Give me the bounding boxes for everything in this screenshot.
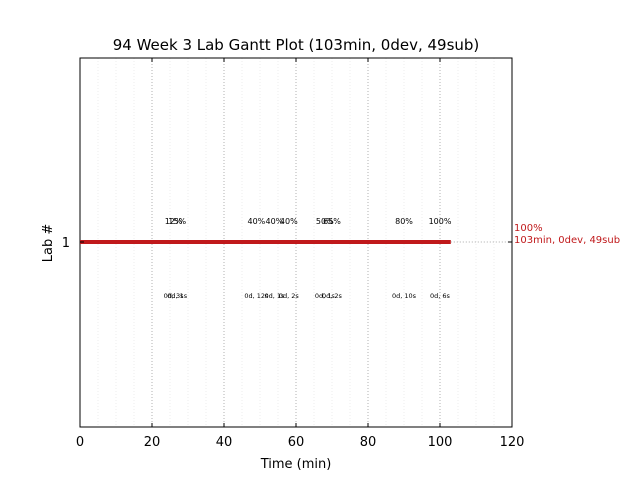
- milestone-detail-label: 0d, 6s: [430, 292, 451, 300]
- x-tick-label: 40: [216, 435, 233, 450]
- milestone-detail-label: 0d, 12s: [244, 292, 269, 300]
- x-axis: 0 20 40 60 80 100 120: [76, 58, 525, 450]
- milestone-detail-label: 0d, 1s: [264, 292, 285, 300]
- milestone-detail-label: 0d, 1s: [315, 292, 336, 300]
- milestone-percent-label: 40%: [248, 217, 266, 226]
- y-axis-label: Lab #: [41, 224, 56, 263]
- y-tick-label: 1: [62, 236, 70, 251]
- milestone-percent-label: 40%: [280, 217, 298, 226]
- milestone-percent-label: 65%: [323, 217, 341, 226]
- x-tick-label: 20: [144, 435, 161, 450]
- end-label-summary: 103min, 0dev, 49sub: [514, 235, 620, 246]
- x-tick-label: 0: [76, 435, 84, 450]
- milestone-percent-label: 80%: [395, 217, 413, 226]
- milestone-percent-label: 50%: [316, 217, 334, 226]
- milestone-detail-label: 0d, 3s: [164, 292, 185, 300]
- milestone-percent-label: 100%: [429, 217, 452, 226]
- milestone-detail-label: 0d, 2s: [322, 292, 343, 300]
- milestone-detail-label: 0d, 1s: [167, 292, 188, 300]
- x-tick-label: 100: [428, 435, 453, 450]
- x-axis-label: Time (min): [260, 457, 332, 472]
- milestone-labels: 12% 0d, 3s 15% 0d, 1s 40% 0d, 12s 40% 0d, 1s 40%…: [164, 217, 452, 300]
- end-label-percent: 100%: [514, 223, 543, 234]
- milestone-percent-label: 12%: [165, 217, 183, 226]
- milestone-percent-label: 15%: [168, 217, 186, 226]
- milestone-detail-label: 0d, 2s: [279, 292, 300, 300]
- x-tick-label: 80: [360, 435, 377, 450]
- chart-title: 94 Week 3 Lab Gantt Plot (103min, 0dev, …: [113, 36, 480, 54]
- milestone-detail-label: 0d, 10s: [392, 292, 417, 300]
- x-tick-label: 60: [288, 435, 305, 450]
- milestone-percent-label: 40%: [266, 217, 284, 226]
- y-axis: 1: [62, 236, 512, 251]
- x-tick-label: 120: [500, 435, 525, 450]
